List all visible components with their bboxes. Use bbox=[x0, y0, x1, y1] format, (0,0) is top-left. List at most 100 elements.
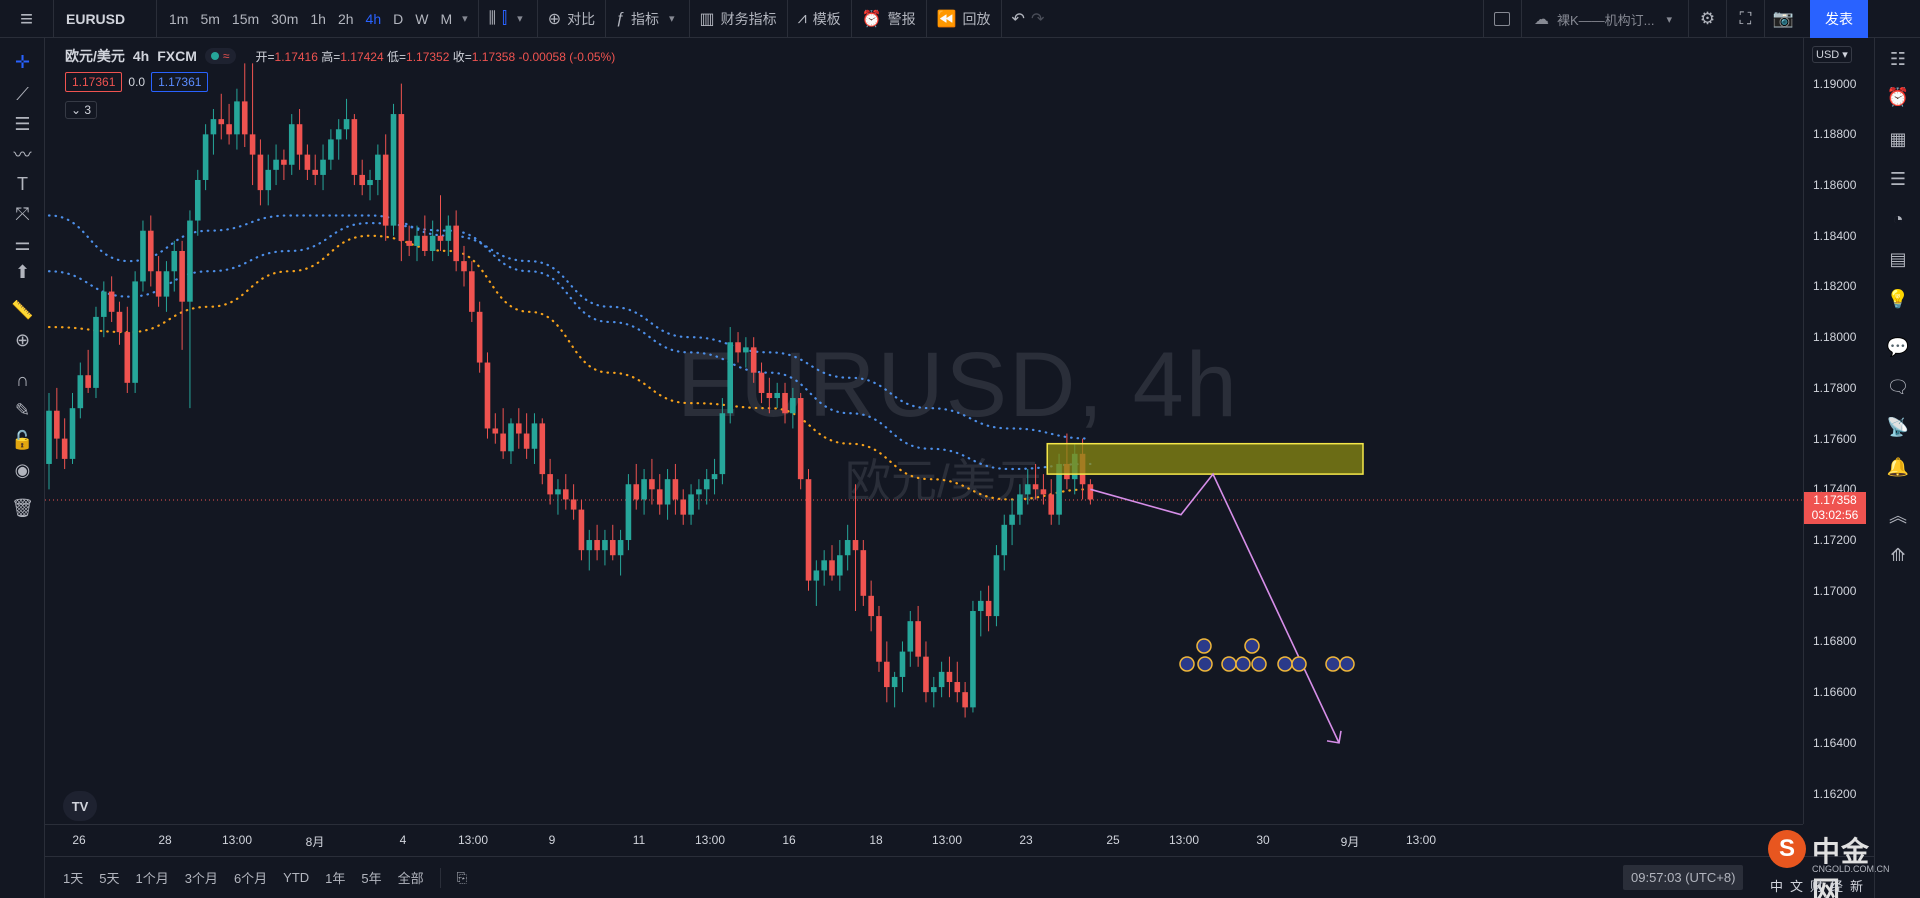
candle-body bbox=[226, 124, 232, 135]
interval-w[interactable]: W bbox=[415, 10, 429, 27]
candle-chart-icon[interactable]: ⫿ bbox=[502, 9, 508, 27]
range-6m[interactable]: 6个月 bbox=[233, 871, 268, 886]
pencil-lock-icon[interactable]: ✎ bbox=[14, 399, 31, 420]
goto-date-icon[interactable]: ⎘ bbox=[456, 869, 468, 885]
market-status-badge[interactable]: ≈ bbox=[204, 48, 236, 64]
range-all[interactable]: 全部 bbox=[397, 871, 424, 886]
range-1y[interactable]: 1年 bbox=[325, 871, 346, 886]
hotlist-icon[interactable]: ⟰ bbox=[1890, 544, 1906, 565]
fullscreen-icon[interactable]: ⛶ bbox=[1726, 0, 1764, 38]
compare-button[interactable]: ⊕ 对比 bbox=[538, 0, 607, 38]
range-5d[interactable]: 5天 bbox=[99, 871, 120, 886]
candle-body bbox=[578, 509, 585, 551]
currency-selector[interactable]: USD ▾ bbox=[1812, 46, 1852, 63]
sell-price-button[interactable]: 1.17361 bbox=[65, 72, 123, 92]
ruler-icon[interactable]: 📏 bbox=[11, 299, 34, 320]
horizontal-lines-icon[interactable]: ☰ bbox=[14, 113, 31, 134]
chat-icon[interactable]: 💬 bbox=[1886, 336, 1910, 357]
range-1m[interactable]: 1个月 bbox=[135, 871, 169, 886]
tradingview-logo-icon[interactable]: TV bbox=[63, 791, 97, 821]
time-axis[interactable]: 26 28 13:00 8月 4 13:00 9 11 13:00 16 18 13:00 23 25 13… bbox=[45, 824, 1803, 856]
text-icon[interactable]: T bbox=[17, 173, 28, 194]
layout-name-button[interactable]: ☁ 裸K——机构订... ▾ bbox=[1520, 0, 1688, 38]
candle-body bbox=[1017, 494, 1023, 515]
symbol-search-button[interactable]: EURUSD bbox=[54, 0, 157, 38]
trading-panel-icon[interactable]: ︽ bbox=[1889, 506, 1907, 526]
interval-5m[interactable]: 5m bbox=[200, 10, 220, 27]
price-tick-label: 1.16600 bbox=[1813, 685, 1857, 700]
redo-icon[interactable]: ↷ bbox=[1030, 10, 1045, 28]
indicators-collapse-button[interactable]: ⌄ 3 bbox=[65, 101, 98, 119]
calendar-icon[interactable]: ▤ bbox=[1889, 248, 1907, 269]
watchlist-icon[interactable]: ☷ bbox=[1889, 48, 1907, 69]
alarm-clock-icon[interactable]: ⏰ bbox=[1886, 86, 1910, 107]
alert-label: 警报 bbox=[887, 10, 916, 27]
publish-button[interactable]: 发表 bbox=[1810, 0, 1868, 38]
time-tick-label: 18 bbox=[869, 833, 883, 847]
interval-2h[interactable]: 2h bbox=[337, 10, 354, 27]
pie-icon[interactable]: ◔ bbox=[1892, 208, 1904, 229]
alarm-icon: ⏰ bbox=[861, 10, 882, 28]
alert-button[interactable]: ⏰ 警报 bbox=[852, 0, 927, 38]
path-icon[interactable]: ⤧ bbox=[15, 203, 30, 224]
lightbulb-icon[interactable]: 💡 bbox=[1886, 288, 1910, 309]
fib-icon[interactable]: ⚌ bbox=[14, 233, 31, 254]
trend-line-icon[interactable]: ⟋ bbox=[16, 83, 29, 104]
interval-dropdown-icon[interactable]: ▾ bbox=[462, 13, 468, 25]
news-icon[interactable]: ☰ bbox=[1889, 168, 1907, 189]
undo-icon[interactable]: ↶ bbox=[1011, 10, 1025, 28]
zoom-icon[interactable]: ⊕ bbox=[14, 329, 31, 350]
interval-1h[interactable]: 1h bbox=[310, 10, 326, 27]
bar-chart-icon[interactable]: ⫼ bbox=[488, 9, 497, 27]
interval-15m[interactable]: 15m bbox=[231, 10, 260, 27]
financials-button[interactable]: ▥ 财务指标 bbox=[690, 0, 788, 38]
trash-icon[interactable]: 🗑 bbox=[11, 497, 34, 518]
layout-square-icon[interactable] bbox=[1482, 0, 1521, 38]
settings-gear-icon[interactable]: ⚙ bbox=[1688, 0, 1726, 38]
menu-icon[interactable]: ≡ bbox=[0, 0, 54, 38]
replay-button[interactable]: ⏪ 回放 bbox=[927, 0, 1002, 38]
brand-mark-icon: S bbox=[1768, 830, 1806, 868]
legend-symbol[interactable]: 欧元/美元 bbox=[65, 48, 125, 64]
interval-4h[interactable]: 4h bbox=[365, 10, 382, 27]
interval-30m[interactable]: 30m bbox=[271, 10, 299, 27]
candle-body bbox=[461, 261, 467, 272]
eye-icon[interactable]: ◉ bbox=[14, 459, 31, 480]
candle-body bbox=[335, 129, 342, 140]
price-axis[interactable]: USD ▾ 1.19000 1.18800 1.18600 1.18400 1.1820… bbox=[1803, 38, 1874, 824]
range-1d[interactable]: 1天 bbox=[63, 871, 84, 886]
candle-body bbox=[852, 540, 859, 551]
camera-icon[interactable]: 📷 bbox=[1764, 0, 1802, 38]
right-widget-bar: ☷ ⏰ ▦ ☰ ◔ ▤ 💡 💬 🗨 📡 🔔 ︽ ⟰ bbox=[1874, 38, 1920, 898]
candle-body bbox=[813, 570, 820, 581]
chart-pane[interactable]: EURUSD, 4h 欧元/美元 欧元/美元 4h FXCM ≈ 开=1.174… bbox=[45, 38, 1803, 824]
interval-d[interactable]: D bbox=[393, 10, 404, 27]
candle-body bbox=[766, 392, 773, 399]
candle-body bbox=[774, 392, 780, 399]
indicators-dropdown-icon[interactable]: ▾ bbox=[669, 13, 675, 25]
bell-icon[interactable]: 🔔 bbox=[1886, 456, 1910, 477]
moving-average-1 bbox=[47, 214, 1092, 440]
templates-button[interactable]: ⩘ 模板 bbox=[788, 0, 852, 38]
indicators-button[interactable]: ƒ 指标 ▾ bbox=[606, 0, 690, 38]
broadcast-icon[interactable]: 📡 bbox=[1886, 416, 1910, 437]
candlestick-chart[interactable] bbox=[45, 38, 1803, 824]
crosshair-icon[interactable]: ✛ bbox=[14, 51, 31, 72]
interval-1m[interactable]: 1m bbox=[169, 10, 189, 27]
chat-bubble-icon[interactable]: 🗨 bbox=[1886, 376, 1910, 397]
arrow-up-icon[interactable]: ⬆ bbox=[14, 261, 31, 282]
chart-type-dropdown-icon[interactable]: ▾ bbox=[517, 13, 523, 25]
top-toolbar: ≡ EURUSD 1m 5m 15m 30m 1h 2h 4h D W M ▾ … bbox=[0, 0, 1920, 38]
candle-body bbox=[562, 489, 569, 500]
magnet-icon[interactable]: ∩ bbox=[16, 369, 29, 390]
lock-icon[interactable]: 🔓 bbox=[11, 429, 34, 450]
range-ytd[interactable]: YTD bbox=[283, 870, 310, 885]
pattern-icon[interactable]: 〰 bbox=[13, 145, 32, 165]
buy-price-button[interactable]: 1.17361 bbox=[151, 72, 209, 92]
data-window-icon[interactable]: ▦ bbox=[1889, 128, 1907, 149]
candle-body bbox=[750, 347, 757, 373]
range-5y[interactable]: 5年 bbox=[361, 871, 382, 886]
range-3m[interactable]: 3个月 bbox=[184, 871, 218, 886]
interval-m[interactable]: M bbox=[440, 10, 453, 27]
clock-timezone-button[interactable]: 09:57:03 (UTC+8) bbox=[1623, 865, 1744, 890]
